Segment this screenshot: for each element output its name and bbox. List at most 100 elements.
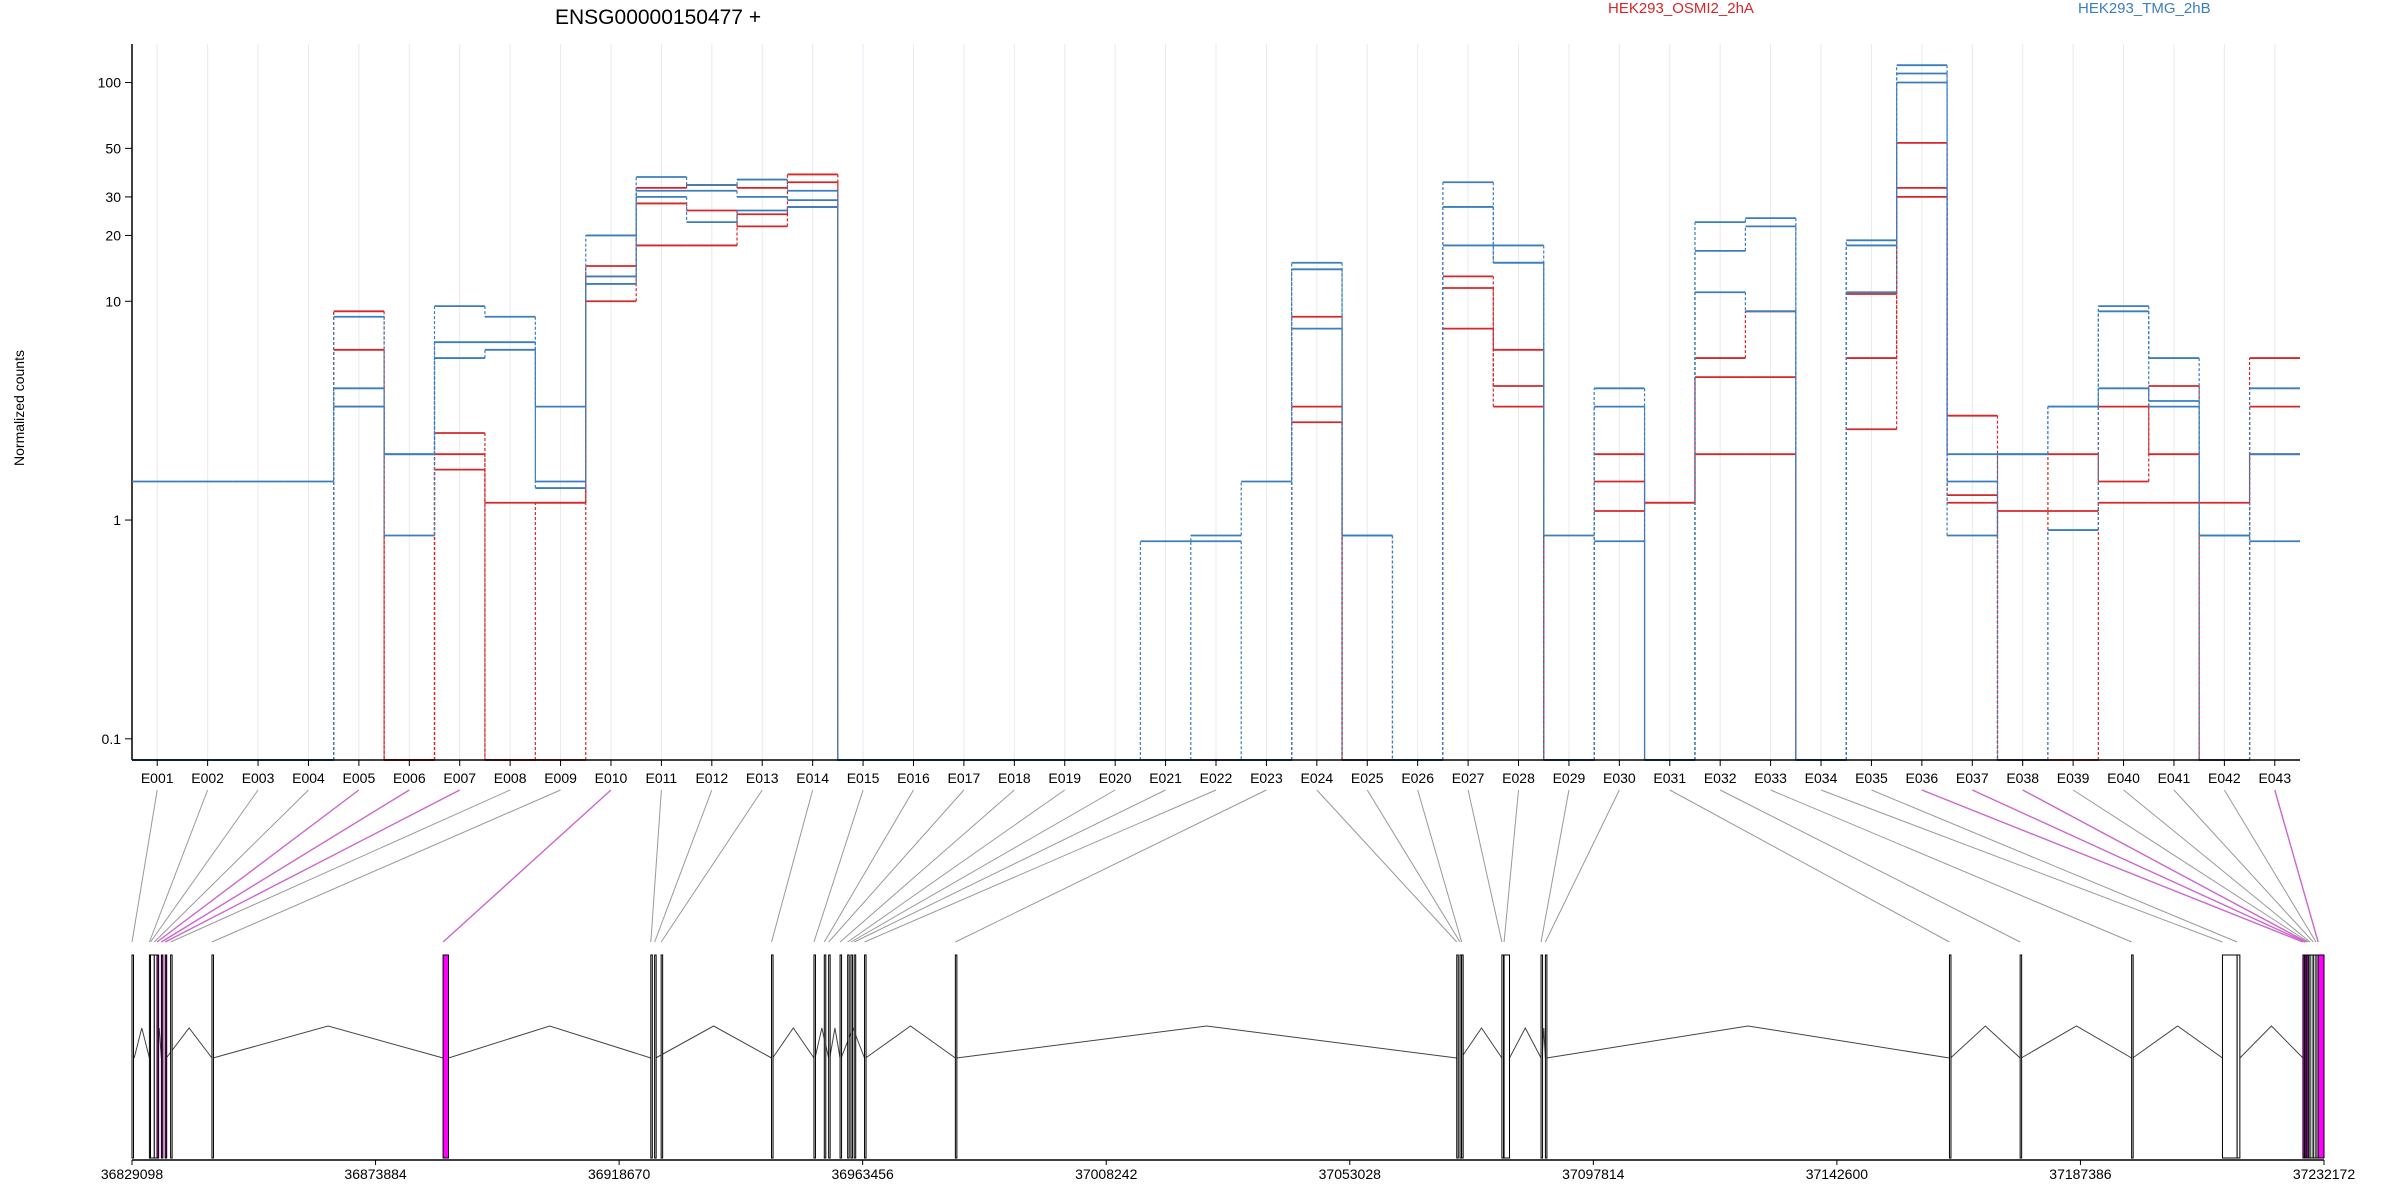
- exon-connector: [1921, 789, 2304, 943]
- x-tick-label: E035: [1855, 770, 1888, 786]
- exon-box: [1501, 954, 1505, 1159]
- genomic-tick-label: 37097814: [1562, 1166, 1625, 1182]
- x-tick-label: E039: [2057, 770, 2090, 786]
- exon-connector: [153, 789, 309, 943]
- genomic-tick-label: 37053028: [1319, 1166, 1382, 1182]
- exon-connector: [170, 789, 511, 943]
- exon-box: [813, 954, 816, 1159]
- exon-connector: [771, 789, 814, 943]
- exon-box: [850, 954, 853, 1159]
- exon-connector: [1820, 789, 2223, 943]
- genomic-tick-label: 37142600: [1806, 1166, 1869, 1182]
- intron-line: [2132, 1025, 2223, 1059]
- exon-connector: [1417, 789, 1463, 943]
- exon-box: [164, 954, 168, 1159]
- exon-box: [156, 954, 160, 1159]
- x-tick-label: E037: [1956, 770, 1989, 786]
- exon-connector: [1366, 789, 1461, 943]
- genomic-tick-label: 36829098: [101, 1166, 164, 1182]
- exon-box: [839, 954, 843, 1159]
- x-tick-label: E020: [1099, 770, 1132, 786]
- exon-connectors: [131, 789, 2319, 943]
- genomic-tick-label: 37008242: [1075, 1166, 1138, 1182]
- exon-connector: [442, 789, 612, 943]
- y-tick-label: 0.1: [102, 731, 122, 747]
- x-tick-label: E032: [1704, 770, 1737, 786]
- exon-box: [160, 954, 164, 1159]
- y-tick-label: 10: [105, 293, 121, 309]
- x-tick-label: E014: [796, 770, 829, 786]
- exon-box: [864, 954, 867, 1159]
- genomic-tick-label: 36873884: [344, 1166, 407, 1182]
- x-tick-label: E016: [897, 770, 930, 786]
- exon-box: [853, 954, 857, 1159]
- exon-connector: [654, 789, 713, 943]
- exon-connector: [1316, 789, 1458, 943]
- exon-box: [2131, 954, 2134, 1159]
- exon-connector: [955, 789, 1267, 943]
- intron-line: [655, 1025, 772, 1059]
- x-tick-label: E029: [1553, 770, 1586, 786]
- x-tick-label: E007: [443, 770, 476, 786]
- intron-line: [2239, 1025, 2304, 1059]
- x-tick-label: E027: [1452, 770, 1485, 786]
- intron-line: [956, 1025, 1457, 1059]
- x-tick-label: E011: [646, 770, 678, 786]
- exon-connector: [150, 789, 259, 943]
- exon-connector: [2072, 789, 2309, 943]
- x-tick-label: E028: [1502, 770, 1535, 786]
- exon-box: [660, 954, 664, 1159]
- x-tick-label: E031: [1653, 770, 1686, 786]
- genomic-tick-label: 36963456: [832, 1166, 895, 1182]
- exon-connector: [211, 789, 561, 943]
- intron-line: [772, 1027, 815, 1059]
- exon-box: [1544, 954, 1548, 1159]
- exon-connector: [1503, 789, 1520, 943]
- y-tick-label: 1: [113, 512, 121, 528]
- exon-box: [847, 954, 850, 1159]
- exon-connector: [2223, 789, 2317, 943]
- exon-box: [1461, 954, 1464, 1159]
- x-tick-label: E042: [2208, 770, 2241, 786]
- exon-box: [131, 954, 134, 1159]
- exon-box: [1540, 954, 1544, 1159]
- genomic-tick-label: 36918670: [588, 1166, 651, 1182]
- exon-connector: [164, 789, 461, 943]
- exon-box: [1456, 954, 1459, 1159]
- exon-connector: [156, 789, 360, 943]
- x-tick-label: E003: [242, 770, 275, 786]
- exon-connector: [1544, 789, 1620, 943]
- exon-box: [771, 954, 774, 1159]
- genomic-axis: 36829098 36873884 36918670 36963456 37008242…: [101, 1159, 2355, 1182]
- intron-line: [829, 1027, 841, 1059]
- x-tick-label: E030: [1603, 770, 1636, 786]
- x-tick-label: E012: [695, 770, 728, 786]
- intron-line: [1460, 1027, 1503, 1059]
- exon-box: [150, 954, 155, 1159]
- exon-connector: [850, 789, 1116, 943]
- intron-line: [865, 1025, 956, 1059]
- exon-box: [2317, 954, 2325, 1159]
- exon-connector: [1669, 789, 1950, 943]
- exon-connector: [2123, 789, 2311, 943]
- exon-box: [828, 954, 831, 1159]
- y-tick-label: 50: [105, 140, 121, 156]
- intron-line: [165, 1027, 213, 1059]
- x-tick-label: E041: [2158, 770, 2191, 786]
- intron-line: [1509, 1026, 1542, 1059]
- exon-connector: [2274, 789, 2319, 943]
- x-tick-label: E033: [1754, 770, 1787, 786]
- x-tick-label: E006: [393, 770, 426, 786]
- x-tick-label: E009: [544, 770, 577, 786]
- x-tick-label: E026: [1401, 770, 1434, 786]
- exon-connector: [1770, 789, 2132, 943]
- x-tick-label: E001: [141, 770, 174, 786]
- x-tick-label: E025: [1351, 770, 1384, 786]
- x-axis: E001 E002 E003 E004 E005 E006 E007 E008 E009 E010…: [132, 759, 2300, 786]
- x-tick-label: E021: [1149, 770, 1182, 786]
- exon-box: [2302, 954, 2305, 1159]
- y-tick-label: 20: [105, 227, 121, 243]
- x-tick-label: E013: [746, 770, 779, 786]
- y-tick-label: 30: [105, 189, 121, 205]
